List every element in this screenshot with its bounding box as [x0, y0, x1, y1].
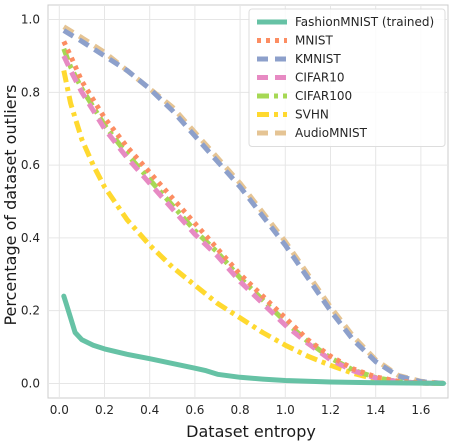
- x-tick-label: 0.8: [231, 403, 250, 417]
- x-tick-label: 0.0: [50, 403, 69, 417]
- series-line-kmnist: [62, 28, 444, 386]
- legend-label: AudioMNIST: [295, 126, 368, 140]
- y-tick-label: 0.2: [21, 304, 40, 318]
- x-tick-label: 0.6: [185, 403, 204, 417]
- x-tick-label: 0.4: [140, 403, 159, 417]
- x-tick-label: 1.4: [366, 403, 385, 417]
- y-axis-label: Percentage of dataset outliers: [1, 84, 20, 325]
- series-line-cifar10: [61, 54, 444, 386]
- x-axis-ticks: 0.0 0.2 0.4 0.6 0.8 1.0 1.2 1.4 1.6: [50, 403, 431, 417]
- y-tick-label: 0.4: [21, 231, 40, 245]
- x-axis-label: Dataset entropy: [186, 422, 316, 441]
- x-tick-label: 0.2: [95, 403, 114, 417]
- y-tick-label: 0.6: [21, 158, 40, 172]
- y-tick-label: 0.0: [21, 376, 40, 390]
- x-tick-label: 1.0: [276, 403, 295, 417]
- x-tick-label: 1.2: [321, 403, 340, 417]
- y-tick-label: 0.8: [21, 85, 40, 99]
- legend-box: [248, 8, 446, 147]
- x-tick-label: 1.6: [411, 403, 430, 417]
- y-tick-label: 1.0: [21, 13, 40, 27]
- legend-label: KMNIST: [295, 52, 341, 66]
- legend-label: FashionMNIST (trained): [295, 15, 434, 29]
- legend-label: CIFAR100: [295, 89, 352, 103]
- y-axis-ticks: 0.0 0.2 0.4 0.6 0.8 1.0: [21, 13, 40, 391]
- legend: FashionMNIST (trained) MNIST KMNIST CIFAR10…: [248, 8, 446, 147]
- series-line-fashionmnist-trained: [61, 293, 446, 386]
- legend-label: SVHN: [295, 108, 329, 122]
- legend-label: MNIST: [295, 34, 333, 48]
- legend-label: CIFAR10: [295, 71, 345, 85]
- series-layer: [61, 24, 446, 386]
